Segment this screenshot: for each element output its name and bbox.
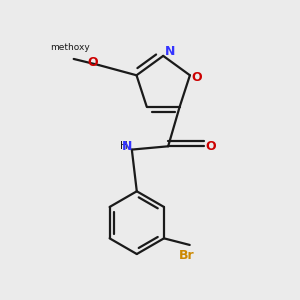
Text: Br: Br [178,249,194,262]
Text: O: O [205,140,216,153]
Text: H: H [120,141,128,151]
Text: methoxy: methoxy [50,43,90,52]
Text: O: O [192,71,202,84]
Text: O: O [88,56,98,69]
Text: N: N [122,140,133,153]
Text: N: N [165,45,176,58]
